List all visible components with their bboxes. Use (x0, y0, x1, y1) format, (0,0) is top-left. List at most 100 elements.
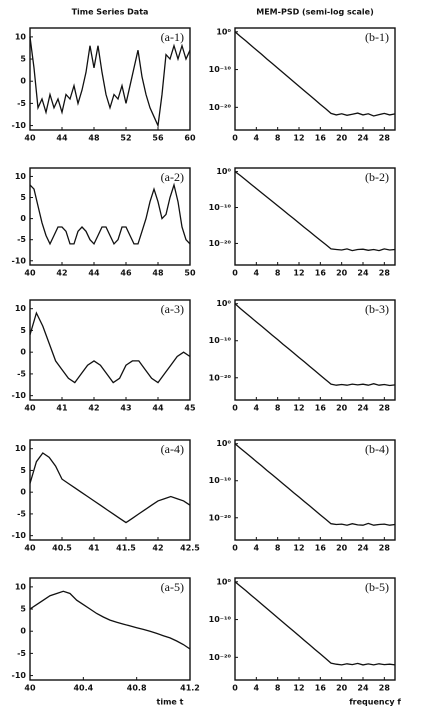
x-tick-label: 43 (120, 404, 131, 413)
x-tick-label: 4 (254, 684, 260, 693)
plot-frame (234, 167, 396, 266)
y-tick-label: -5 (17, 649, 26, 658)
x-tick-label: 28 (379, 544, 391, 553)
x-tick-label: 16 (315, 544, 327, 553)
x-tick-label: 8 (275, 684, 281, 693)
data-line (234, 31, 396, 117)
y-tick-label: 5 (20, 466, 26, 475)
x-tick-label: 44 (88, 269, 100, 278)
x-tick-label: 8 (275, 134, 281, 143)
x-tick-label: 48 (152, 269, 164, 278)
plot-frame (29, 167, 191, 266)
x-tick-label: 40 (24, 134, 36, 143)
panel: 40 40.4 40.8 41.2 10 5 0 -5 -10 (a-5) time t (12, 577, 200, 707)
x-tick-label: 0 (232, 404, 238, 413)
panel-label: (b-1) (365, 30, 389, 44)
y-tick-label: -5 (17, 235, 26, 244)
y-tick-label: -10 (12, 671, 27, 680)
x-tick-label: 12 (293, 134, 304, 143)
x-tick-label: 60 (184, 134, 196, 143)
plot-frame (29, 299, 191, 401)
data-line (29, 590, 191, 650)
plot-frame (29, 27, 191, 131)
y-tick-label: -5 (17, 509, 26, 518)
y-tick-label: 10⁻²⁰ (209, 239, 232, 248)
y-tick-label: 10⁰ (216, 27, 231, 36)
y-tick-label: -10 (12, 531, 27, 540)
y-tick-label: 10⁻¹⁰ (209, 336, 232, 345)
y-tick-label: 10⁰ (216, 577, 231, 586)
x-tick-label: 48 (88, 134, 100, 143)
x-tick-label: 16 (315, 404, 327, 413)
data-line (234, 303, 396, 387)
x-tick-label: 41 (88, 544, 100, 553)
x-tick-label: 40 (24, 684, 36, 693)
panel: 0 4 8 12 16 20 24 28 10⁰ 10⁻¹⁰ 10⁻²⁰ (b-1) MEM-PSD (… (209, 8, 396, 143)
panel: 40 41 42 43 44 45 10 5 0 -5 -10 (a-3) (12, 299, 196, 413)
x-tick-label: 24 (357, 404, 369, 413)
x-tick-label: 4 (254, 269, 260, 278)
y-tick-label: -10 (12, 256, 27, 265)
x-tick-label: 4 (254, 544, 260, 553)
x-tick-label: 20 (336, 544, 348, 553)
x-tick-label: 16 (315, 134, 327, 143)
x-tick-label: 12 (293, 404, 304, 413)
x-axis-label: frequency f (349, 698, 401, 707)
y-tick-label: -5 (17, 369, 26, 378)
data-line (29, 311, 191, 384)
panel-label: (b-3) (365, 302, 389, 316)
plot-frame (234, 27, 396, 131)
data-line (234, 581, 396, 666)
panel: 0 4 8 12 16 20 24 28 10⁰ 10⁻¹⁰ 10⁻²⁰ (b-3) (209, 299, 396, 413)
x-tick-label: 44 (152, 404, 164, 413)
x-tick-label: 42 (88, 404, 99, 413)
panel: 0 4 8 12 16 20 24 28 10⁰ 10⁻¹⁰ 10⁻²⁰ (b-5) frequency… (209, 577, 402, 706)
y-tick-label: 10 (15, 582, 27, 591)
y-tick-label: 5 (20, 193, 26, 202)
x-tick-label: 16 (315, 269, 327, 278)
y-tick-label: 0 (20, 488, 26, 497)
panel-label: (a-4) (161, 442, 184, 456)
x-tick-label: 42 (152, 544, 163, 553)
y-tick-label: 0 (20, 77, 26, 86)
x-tick-label: 0 (232, 134, 238, 143)
y-tick-label: 10⁻¹⁰ (209, 615, 232, 624)
x-tick-label: 41.5 (116, 544, 136, 553)
x-tick-label: 24 (357, 544, 369, 553)
x-tick-label: 20 (336, 134, 348, 143)
y-tick-label: 0 (20, 214, 26, 223)
x-tick-label: 42.5 (180, 544, 200, 553)
panel: 40 44 48 52 56 60 10 5 0 -5 -10 (a-1) Time Series Da… (12, 8, 196, 143)
x-tick-label: 8 (275, 544, 281, 553)
panel-label: (b-4) (365, 442, 389, 456)
x-tick-label: 12 (293, 269, 304, 278)
y-tick-label: 10⁰ (216, 439, 231, 448)
x-tick-label: 40.8 (127, 684, 147, 693)
y-tick-label: 10 (15, 172, 27, 181)
x-tick-label: 41.2 (180, 684, 200, 693)
x-tick-label: 12 (293, 684, 304, 693)
x-tick-label: 0 (232, 544, 238, 553)
x-tick-label: 41 (56, 404, 68, 413)
x-tick-label: 28 (379, 684, 391, 693)
y-tick-label: 10 (15, 32, 27, 41)
y-tick-label: 10⁻¹⁰ (209, 65, 232, 74)
data-line (29, 452, 191, 524)
y-tick-label: 10⁻²⁰ (209, 373, 232, 382)
y-tick-label: 5 (20, 605, 26, 614)
y-tick-label: 10⁻¹⁰ (209, 476, 232, 485)
y-tick-label: 0 (20, 348, 26, 357)
x-tick-label: 24 (357, 269, 369, 278)
x-tick-label: 20 (336, 269, 348, 278)
y-tick-label: 10 (15, 304, 27, 313)
plot-frame (29, 439, 191, 541)
column-title: MEM-PSD (semi-log scale) (256, 8, 373, 17)
panel: 0 4 8 12 16 20 24 28 10⁰ 10⁻¹⁰ 10⁻²⁰ (b-4) (209, 439, 396, 553)
y-tick-label: -10 (12, 121, 27, 130)
x-tick-label: 0 (232, 269, 238, 278)
x-tick-label: 12 (293, 544, 304, 553)
data-line (234, 443, 396, 526)
y-tick-label: 5 (20, 326, 26, 335)
